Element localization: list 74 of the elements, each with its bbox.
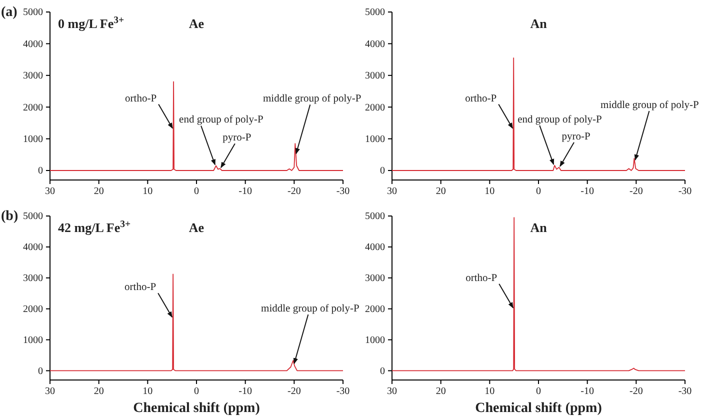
x-tick-label: 20 bbox=[94, 186, 104, 198]
y-tick-label: 5000 bbox=[365, 211, 385, 222]
x-tick-label: 0 bbox=[536, 186, 541, 198]
x-tick-label: 30 bbox=[45, 386, 55, 398]
y-tick-label: 3000 bbox=[365, 273, 385, 284]
x-tick-label: -10 bbox=[580, 386, 594, 398]
x-tick-label: 10 bbox=[484, 186, 495, 198]
x-tick-label: -20 bbox=[287, 186, 301, 198]
x-tick-label: 20 bbox=[436, 186, 446, 198]
y-tick-label: 1000 bbox=[23, 334, 43, 346]
annotation: end group of poly-P bbox=[179, 114, 264, 126]
line-series bbox=[392, 217, 686, 372]
chart-title: Ae bbox=[188, 16, 204, 31]
y-tick-label: 4000 bbox=[23, 38, 43, 50]
x-axis-title: Chemical shift (ppm) bbox=[133, 401, 260, 416]
y-tick-label: 5000 bbox=[365, 7, 385, 18]
annotation: ortho-P bbox=[465, 93, 497, 104]
x-tick-label: 30 bbox=[387, 186, 397, 198]
annotation: middle group of poly-P bbox=[600, 100, 699, 111]
y-tick-label: 0 bbox=[380, 366, 385, 377]
x-tick-label: -30 bbox=[336, 386, 350, 398]
y-tick-label: 2000 bbox=[23, 304, 43, 316]
annotation: ortho-P bbox=[125, 93, 157, 104]
x-tick-label: 0 bbox=[194, 186, 199, 198]
x-tick-label: 20 bbox=[94, 386, 104, 398]
chart-title: An bbox=[530, 16, 548, 31]
x-tick-label: -20 bbox=[629, 186, 643, 198]
y-tick-label: 2000 bbox=[365, 304, 385, 316]
y-tick-label: 2000 bbox=[23, 102, 43, 114]
y-tick-label: 3000 bbox=[365, 70, 385, 82]
y-tick-label: 5000 bbox=[23, 7, 43, 18]
y-tick-label: 1000 bbox=[23, 134, 43, 145]
y-tick-label: 0 bbox=[380, 166, 385, 177]
y-tick-label: 3000 bbox=[23, 70, 43, 82]
y-tick-label: 2000 bbox=[365, 102, 385, 114]
y-tick-label: 0 bbox=[38, 366, 43, 377]
annotation: ortho-P bbox=[124, 282, 156, 294]
x-tick-label: 0 bbox=[536, 386, 541, 398]
annotation: middle group of poly-P bbox=[261, 304, 360, 315]
chart-title: An bbox=[530, 220, 548, 235]
y-tick-label: 4000 bbox=[365, 242, 385, 254]
x-tick-label: -10 bbox=[238, 186, 252, 198]
text: (a) bbox=[1, 5, 18, 20]
annotation: end group of poly-P bbox=[518, 114, 602, 126]
x-tick-label: -20 bbox=[287, 386, 301, 398]
annotation: middle group of poly-P bbox=[262, 94, 362, 105]
text: (b) bbox=[1, 209, 18, 224]
annotation: pyro-P bbox=[222, 132, 252, 144]
x-tick-label: 30 bbox=[387, 386, 397, 398]
x-tick-label: 10 bbox=[142, 186, 153, 198]
y-tick-label: 0 bbox=[38, 166, 43, 177]
annotation: ortho-P bbox=[466, 272, 498, 284]
annotation: pyro-P bbox=[562, 131, 590, 142]
x-axis-title: Chemical shift (ppm) bbox=[475, 401, 602, 416]
y-tick-label: 4000 bbox=[23, 242, 43, 254]
x-tick-label: 20 bbox=[436, 386, 446, 398]
x-tick-label: 0 bbox=[194, 386, 199, 398]
x-tick-label: 10 bbox=[484, 386, 495, 398]
x-tick-label: -30 bbox=[678, 386, 692, 398]
y-tick-label: 3000 bbox=[23, 273, 43, 284]
chart-subtitle: 42 mg/L Fe$^{3+}$ bbox=[58, 218, 131, 235]
x-tick-label: -10 bbox=[580, 186, 594, 198]
y-tick-label: 5000 bbox=[23, 211, 43, 222]
x-tick-label: 10 bbox=[142, 386, 153, 398]
x-tick-label: -30 bbox=[336, 186, 350, 198]
y-tick-label: 1000 bbox=[365, 134, 385, 145]
x-tick-label: 30 bbox=[45, 186, 55, 198]
y-tick-label: 1000 bbox=[365, 334, 385, 346]
chart-subtitle: 0 mg/L Fe$^{3+}$ bbox=[58, 14, 124, 31]
y-tick-label: 4000 bbox=[365, 38, 385, 50]
x-tick-label: -20 bbox=[629, 386, 643, 398]
x-tick-label: -10 bbox=[238, 386, 252, 398]
x-tick-label: -30 bbox=[678, 186, 692, 198]
chart-title: Ae bbox=[188, 220, 204, 235]
